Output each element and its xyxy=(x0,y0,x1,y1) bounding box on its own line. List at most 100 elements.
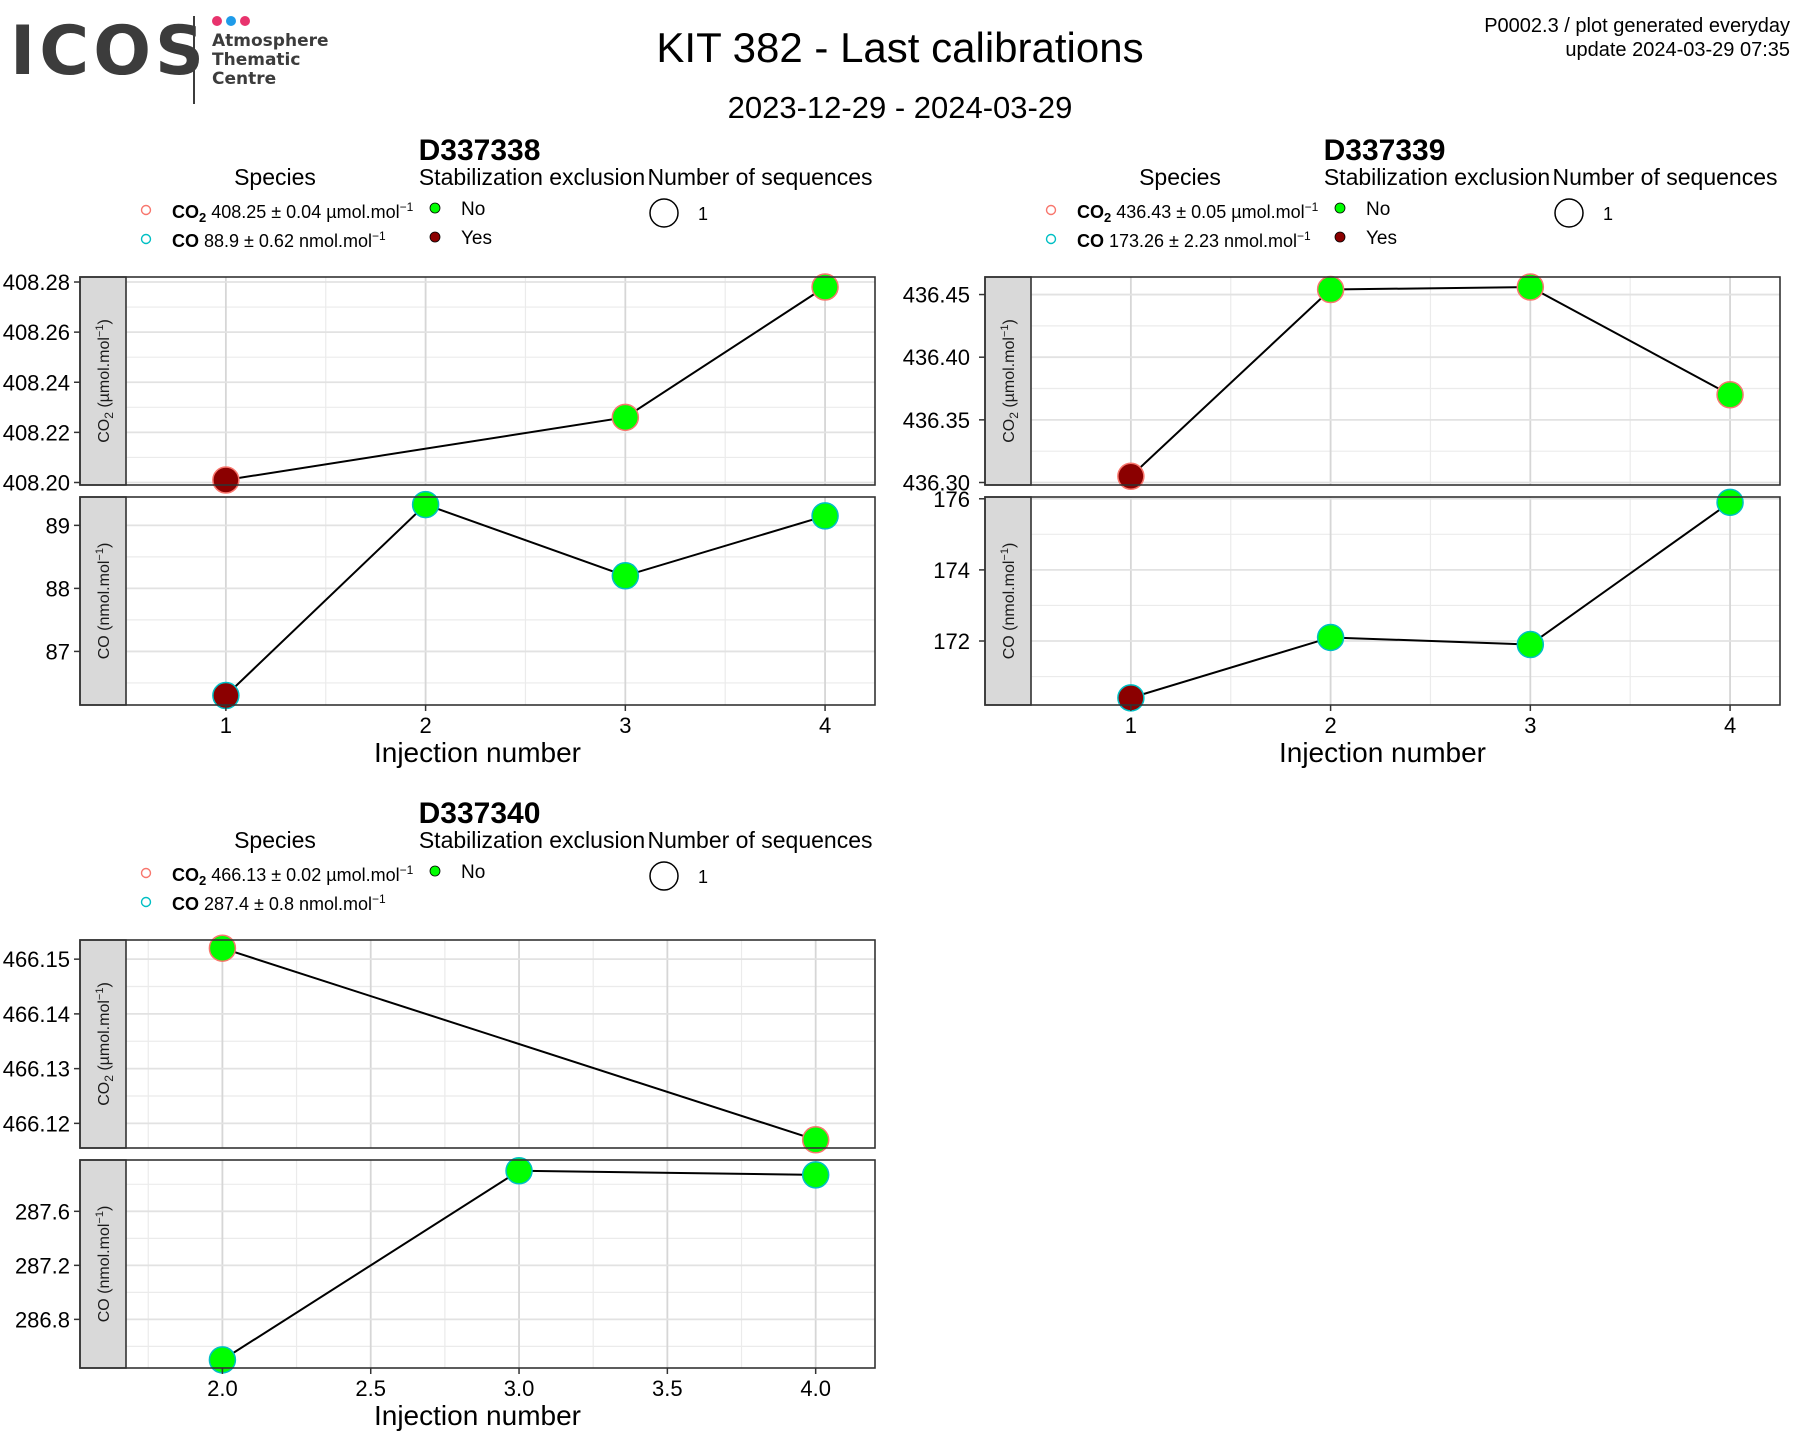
legend-label-sequences: 1 xyxy=(1603,204,1613,224)
legend-label-no: No xyxy=(461,862,485,883)
panel-background xyxy=(1031,497,1780,705)
data-point xyxy=(811,502,839,530)
y-tick-label: 287.2 xyxy=(15,1253,70,1278)
facet-strip xyxy=(79,939,127,1149)
logo-dot xyxy=(212,16,222,26)
data-point xyxy=(208,934,237,962)
legend-label-co2: CO2 466.13 ± 0.02 µmol.mol−1 xyxy=(172,863,414,888)
y-tick-label: 466.13 xyxy=(3,1057,70,1082)
panel-background xyxy=(126,1160,875,1368)
logo-text: ICOS xyxy=(10,12,208,91)
y-tick-label: 408.24 xyxy=(3,370,70,395)
chart-title: D337338 xyxy=(419,134,541,167)
y-tick-label: 436.30 xyxy=(903,470,970,495)
y-tick-label: 408.22 xyxy=(3,420,70,445)
update-note: P0002.3 / plot generated everyday update… xyxy=(1484,14,1790,62)
legend-title-species: Species xyxy=(234,164,316,190)
y-tick-label: 176 xyxy=(933,487,970,512)
legend-key-no xyxy=(429,865,441,877)
data-point xyxy=(1316,623,1345,652)
panel-border xyxy=(79,496,876,706)
legend-label-sequences: 1 xyxy=(698,867,708,887)
chart-D337338: D337338 Species Stabilization exclusion Num… xyxy=(3,134,876,768)
y-tick-label: 466.14 xyxy=(3,1002,70,1027)
y-tick-label: 286.8 xyxy=(15,1307,70,1332)
y-tick-label: 436.35 xyxy=(903,408,970,433)
legend-key-co xyxy=(140,896,152,908)
facet-strip-label: CO (nmol.mol−1) xyxy=(94,1206,113,1323)
legend-label-no: No xyxy=(461,199,485,220)
x-tick-label: 3.5 xyxy=(652,1376,683,1401)
date-range: 2023-12-29 - 2024-03-29 xyxy=(727,90,1073,125)
panel-border xyxy=(79,276,876,486)
legend-title-species: Species xyxy=(1139,164,1221,190)
data-point xyxy=(212,466,240,494)
facet-strip-label: CO (nmol.mol−1) xyxy=(94,543,113,660)
panel-border xyxy=(984,276,1781,486)
data-point xyxy=(801,1126,830,1154)
logo-dot xyxy=(240,16,250,26)
facet-strip xyxy=(984,496,1032,706)
panel-border xyxy=(984,496,1781,706)
panel-background xyxy=(126,277,875,485)
data-point xyxy=(1516,630,1545,659)
facet-strip xyxy=(79,496,127,706)
facet-strip-label: CO (nmol.mol−1) xyxy=(999,543,1018,660)
legend-label-co: CO 173.26 ± 2.23 nmol.mol−1 xyxy=(1077,229,1311,251)
legend-label-sequences: 1 xyxy=(698,204,708,224)
legend-label-co2: CO2 408.25 ± 0.04 µmol.mol−1 xyxy=(172,200,414,225)
x-tick-label: 2 xyxy=(1324,713,1336,738)
y-tick-label: 466.12 xyxy=(3,1111,70,1136)
y-tick-label: 466.15 xyxy=(3,947,70,972)
logo-divider xyxy=(193,16,195,104)
data-point xyxy=(1516,273,1545,301)
legend-key-sequences xyxy=(649,861,679,891)
panel-co: CO (nmol.mol−1) 87 88 89 xyxy=(46,490,876,710)
panel-background xyxy=(1031,277,1780,485)
data-point xyxy=(811,273,839,301)
legend-key-no xyxy=(429,202,441,214)
legend-key-yes xyxy=(429,231,441,243)
logo-dots-icon xyxy=(212,16,256,28)
y-tick-label: 287.6 xyxy=(15,1199,70,1224)
series-line xyxy=(1130,501,1731,699)
legend-key-yes xyxy=(1334,231,1346,243)
legend-key-co xyxy=(1045,233,1057,245)
y-tick-label: 436.45 xyxy=(903,283,970,308)
legend-label-no: No xyxy=(1366,199,1390,220)
logo-subtitle-line: Atmosphere xyxy=(212,31,329,51)
panel-background xyxy=(126,940,875,1148)
note-line: update 2024-03-29 07:35 xyxy=(1565,39,1790,61)
data-point xyxy=(1716,488,1744,517)
legend-title-sequences: Number of sequences xyxy=(1552,164,1777,190)
y-tick-label: 408.26 xyxy=(3,320,70,345)
legend-title-sequences: Number of sequences xyxy=(647,164,872,190)
y-tick-label: 408.20 xyxy=(3,470,70,495)
x-tick-label: 3 xyxy=(1524,713,1536,738)
x-tick-label: 4 xyxy=(819,713,831,738)
chart-title: D337340 xyxy=(419,797,541,830)
data-point xyxy=(801,1161,830,1189)
data-point xyxy=(505,1157,533,1185)
x-tick-label: 1 xyxy=(1125,713,1137,738)
x-tick-label: 3.0 xyxy=(504,1376,535,1401)
legend-title-stabilization: Stabilization exclusion xyxy=(1324,164,1550,190)
panel-border xyxy=(79,939,876,1149)
y-tick-label: 436.40 xyxy=(903,345,970,370)
chart-legend: Species Stabilization exclusion Number of … xyxy=(140,164,873,251)
legend-key-co2 xyxy=(1045,204,1057,216)
y-tick-label: 174 xyxy=(933,558,970,583)
legend-key-no xyxy=(1334,202,1346,214)
logo-subtitle-line: Centre xyxy=(212,69,277,89)
data-point xyxy=(611,403,640,432)
panel-co: CO (nmol.mol−1) 172 174 176 xyxy=(933,487,1781,712)
series-line xyxy=(222,947,816,1141)
x-axis-label: Injection number xyxy=(1279,737,1486,768)
legend-title-stabilization: Stabilization exclusion xyxy=(419,827,645,853)
facet-strip-label: CO2 (µmol.mol−1) xyxy=(94,982,116,1106)
legend-key-co2 xyxy=(140,204,152,216)
x-tick-label: 4.0 xyxy=(800,1376,831,1401)
legend-title-stabilization: Stabilization exclusion xyxy=(419,164,645,190)
x-axis-label: Injection number xyxy=(374,737,581,768)
